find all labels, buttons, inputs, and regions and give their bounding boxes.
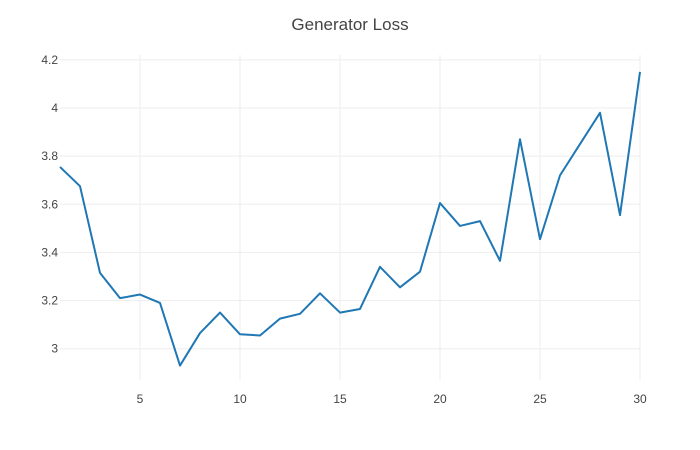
x-tick-label: 30 — [633, 392, 647, 406]
y-tick-label: 3.8 — [41, 149, 58, 163]
y-tick-label: 3.2 — [41, 294, 58, 308]
x-tick-label: 25 — [533, 392, 547, 406]
chart-title: Generator Loss — [291, 15, 408, 34]
x-tick-label: 5 — [137, 392, 144, 406]
series-layer — [59, 71, 641, 367]
axis-ticks: 5 10 15 20 25 30 3 3.2 3.4 3.6 3.8 4 4.2 — [41, 53, 647, 406]
y-tick-label: 4 — [51, 101, 58, 115]
x-tick-label: 10 — [233, 392, 247, 406]
y-tick-label: 3.6 — [41, 197, 58, 211]
y-tick-label: 4.2 — [41, 53, 58, 67]
y-tick-label: 3 — [51, 342, 58, 356]
x-tick-label: 20 — [433, 392, 447, 406]
grid-lines — [60, 55, 641, 380]
series-line — [59, 71, 641, 367]
y-tick-label: 3.4 — [41, 245, 58, 259]
x-tick-label: 15 — [333, 392, 347, 406]
